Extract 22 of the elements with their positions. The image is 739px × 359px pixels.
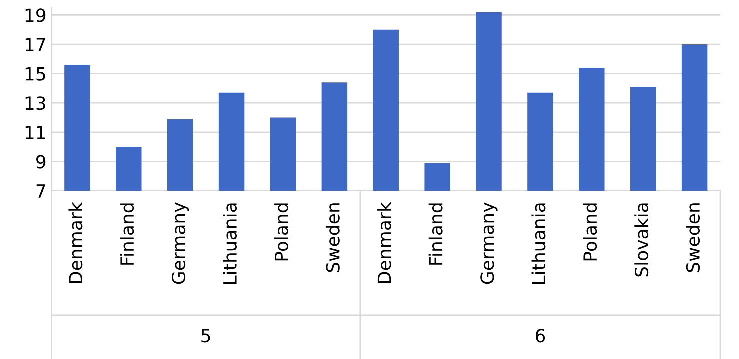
- y-tick-label: 13: [26, 96, 46, 110]
- text: 5: [202, 329, 210, 343]
- x-tick-label: Denmark: [68, 202, 83, 284]
- text: 6: [536, 329, 546, 343]
- x-tick-label: Lithuania: [532, 204, 546, 284]
- x-tick-label: Poland: [583, 204, 598, 261]
- x-tick-label: Germany: [172, 202, 190, 284]
- y-tick-label: 7: [36, 184, 46, 198]
- y-tick-label: 9: [36, 155, 46, 169]
- y-tick-label: 15: [26, 68, 46, 81]
- x-tick-label: Slovakia: [634, 204, 649, 277]
- x-tick-label: Sweden: [326, 204, 340, 272]
- x-tick-label: Finland: [428, 204, 443, 265]
- x-tick-label: Sweden: [686, 204, 700, 272]
- y-tick-label: 11: [26, 126, 46, 140]
- x-tick-label: Denmark: [377, 202, 392, 284]
- x-tick-label: Finland: [120, 204, 134, 265]
- x-tick-label: Lithuania: [223, 204, 238, 284]
- x-tick-label: Germany: [480, 202, 498, 284]
- x-tick-label: Poland: [274, 204, 288, 261]
- y-tick-label: 17: [26, 38, 46, 52]
- y-tick-label: 19: [26, 8, 46, 22]
